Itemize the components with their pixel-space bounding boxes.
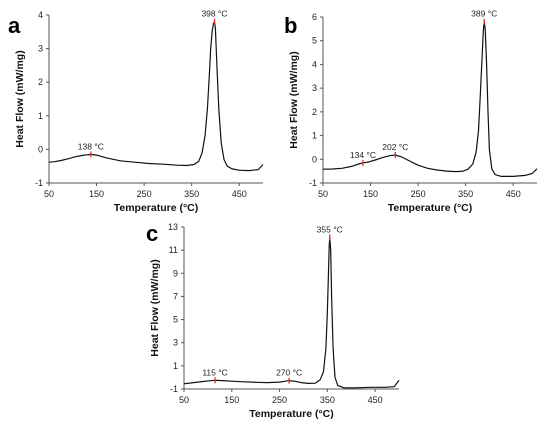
y-tick-label: 0 <box>312 154 317 164</box>
y-tick-label: 1 <box>312 131 317 141</box>
peak-label: 134 °C <box>350 150 376 160</box>
x-tick-label: 450 <box>368 395 383 405</box>
x-tick-label: 350 <box>184 189 199 199</box>
x-tick-label: 450 <box>232 189 247 199</box>
x-tick-label: 50 <box>179 395 189 405</box>
y-tick-label: 3 <box>38 44 43 54</box>
y-tick-label: 2 <box>312 107 317 117</box>
y-axis-label: Heat Flow (mW/mg) <box>288 51 300 148</box>
y-tick-label: -1 <box>35 178 43 188</box>
y-tick-label: 11 <box>169 245 178 255</box>
x-tick-label: 150 <box>363 189 378 199</box>
y-tick-label: 5 <box>173 315 178 325</box>
x-tick-label: 450 <box>506 189 521 199</box>
y-tick-label: 13 <box>168 222 178 232</box>
peak-label: 138 °C <box>78 141 104 151</box>
peak-label: 389 °C <box>471 9 497 19</box>
y-tick-label: 4 <box>312 59 317 69</box>
y-tick-label: -1 <box>170 384 178 394</box>
y-tick-label: -1 <box>309 178 317 188</box>
y-axis-label: Heat Flow (mW/mg) <box>14 50 26 147</box>
x-tick-label: 150 <box>89 189 104 199</box>
y-tick-label: 9 <box>173 268 178 278</box>
heat-flow-line <box>48 21 264 172</box>
x-tick-label: 250 <box>411 189 426 199</box>
y-tick-label: 2 <box>38 77 43 87</box>
y-tick-label: 4 <box>38 10 43 20</box>
x-axis-label: Temperature (°C) <box>249 408 334 420</box>
x-tick-label: 250 <box>272 395 287 405</box>
heat-flow-line <box>183 236 400 389</box>
y-tick-label: 1 <box>38 111 43 121</box>
peak-label: 115 °C <box>202 367 227 377</box>
y-tick-label: 3 <box>312 83 317 93</box>
y-tick-label: 6 <box>312 12 317 22</box>
x-axis-label: Temperature (°C) <box>114 202 199 214</box>
panel-letter: c <box>146 221 158 246</box>
y-tick-label: 3 <box>173 338 178 348</box>
panel-b: b -1 0 1 2 3 4 5 6 50 150 250 350 450 Temperature (°C)… <box>284 9 538 214</box>
peak-label: 355 °C <box>317 224 343 234</box>
peak-label: 202 °C <box>382 142 408 152</box>
y-axis-label: Heat Flow (mW/mg) <box>149 259 161 356</box>
panel-letter: b <box>284 13 297 38</box>
peak-label: 270 °C <box>276 368 302 378</box>
x-axis-label: Temperature (°C) <box>388 202 473 214</box>
y-tick-label: 0 <box>38 144 43 154</box>
x-tick-label: 50 <box>44 189 54 199</box>
x-tick-label: 350 <box>458 189 473 199</box>
y-tick-label: 5 <box>312 36 317 46</box>
peak-label: 398 °C <box>201 9 227 19</box>
x-tick-label: 250 <box>137 189 152 199</box>
x-tick-label: 50 <box>318 189 328 199</box>
y-tick-label: 1 <box>173 361 178 371</box>
y-tick-label: 7 <box>173 291 178 301</box>
panel-letter: a <box>8 13 21 38</box>
heat-flow-line <box>322 21 538 177</box>
x-tick-label: 350 <box>320 395 335 405</box>
x-tick-label: 150 <box>224 395 239 405</box>
